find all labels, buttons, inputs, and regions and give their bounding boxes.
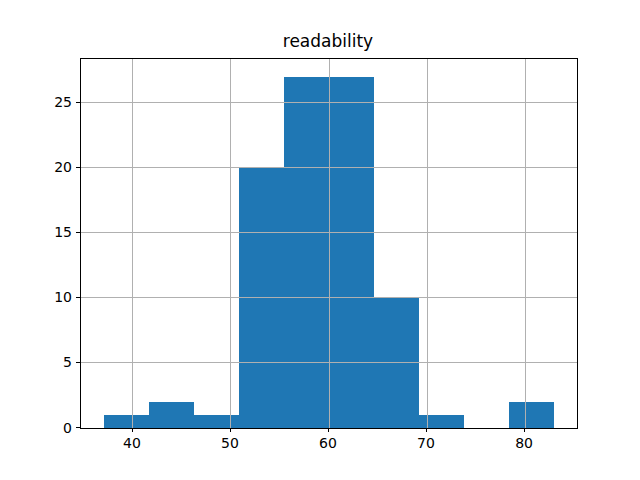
y-tick-mark: [76, 297, 80, 298]
histogram-bar: [284, 77, 329, 428]
x-tick-mark: [230, 428, 231, 432]
histogram-bar: [509, 402, 554, 428]
histogram-bar: [149, 402, 194, 428]
gridline-horizontal: [81, 167, 577, 168]
y-tick-label: 20: [54, 160, 72, 174]
x-tick-mark: [524, 428, 525, 432]
gridline-vertical: [132, 59, 133, 428]
histogram-bar: [104, 415, 149, 428]
plot-area: [80, 58, 578, 429]
gridline-vertical: [329, 59, 330, 428]
y-tick-mark: [76, 427, 80, 428]
y-tick-label: 5: [63, 355, 72, 369]
x-tick-label: 40: [123, 436, 141, 450]
x-tick-label: 60: [319, 436, 337, 450]
gridline-vertical: [525, 59, 526, 428]
x-tick-mark: [132, 428, 133, 432]
y-tick-label: 0: [63, 421, 72, 435]
x-tick-mark: [426, 428, 427, 432]
x-tick-label: 80: [515, 436, 533, 450]
chart-title: readability: [80, 33, 576, 50]
y-tick-label: 15: [54, 225, 72, 239]
x-tick-label: 70: [417, 436, 435, 450]
gridline-vertical: [230, 59, 231, 428]
y-tick-mark: [76, 102, 80, 103]
y-tick-label: 10: [54, 290, 72, 304]
histogram-bar: [194, 415, 239, 428]
histogram-bar: [329, 77, 374, 428]
x-tick-label: 50: [221, 436, 239, 450]
y-tick-label: 25: [54, 95, 72, 109]
y-tick-mark: [76, 167, 80, 168]
y-tick-mark: [76, 362, 80, 363]
figure: readability 40 50 60 70 80 0 5 10 15 20 25: [0, 0, 640, 480]
gridline-horizontal: [81, 232, 577, 233]
x-tick-mark: [328, 428, 329, 432]
y-tick-mark: [76, 232, 80, 233]
gridline-horizontal: [81, 362, 577, 363]
gridline-horizontal: [81, 297, 577, 298]
gridline-horizontal: [81, 102, 577, 103]
gridline-vertical: [427, 59, 428, 428]
